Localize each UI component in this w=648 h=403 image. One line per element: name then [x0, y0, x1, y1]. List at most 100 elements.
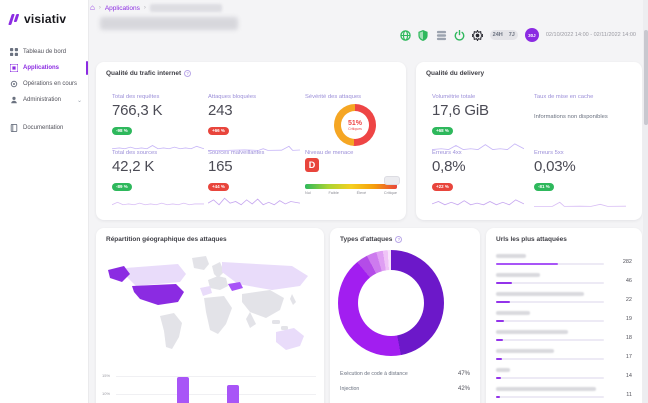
- gear-icon[interactable]: [471, 29, 483, 41]
- sparkline: [432, 199, 524, 206]
- url-list-item[interactable]: 19: [496, 311, 632, 328]
- trend-badge: +22 %: [432, 182, 453, 191]
- shield-icon[interactable]: [418, 29, 429, 41]
- url-list-item[interactable]: 14: [496, 368, 632, 385]
- info-icon[interactable]: ?: [184, 70, 192, 77]
- info-icon[interactable]: ?: [395, 236, 403, 243]
- range-7j[interactable]: 7J: [508, 32, 515, 38]
- scrollbar[interactable]: [643, 0, 648, 403]
- url-label-redacted: [496, 311, 530, 315]
- range-24h[interactable]: 24H: [492, 32, 503, 38]
- world-map: [108, 256, 308, 350]
- card-top-urls: Urls les plus attaquées 282 46 22 19 18: [486, 228, 642, 403]
- scrollbar-thumb[interactable]: [643, 30, 648, 125]
- url-list-item[interactable]: 282: [496, 254, 632, 271]
- severity-value: 51%: [347, 119, 362, 127]
- breadcrumb: ⌂ › Applications ›: [90, 4, 222, 12]
- metric-total-requetes: Total des requêtes 766,3 K -98 %: [112, 94, 206, 152]
- range-30j-active[interactable]: 30J: [524, 28, 539, 42]
- brand-logo[interactable]: visiativ: [8, 12, 67, 26]
- visiativ-logo-icon: [8, 13, 21, 25]
- trend-badge: -89 %: [112, 182, 132, 191]
- card-attack-types: Types d'attaques ? Exécution de code à d…: [330, 228, 480, 403]
- sparkline: [208, 145, 300, 151]
- metric-sources-malveillantes: Sources malveillantes 165 +44 %: [208, 150, 302, 208]
- sidebar-item-label: Applications: [23, 65, 60, 71]
- trend-badge: -98 %: [112, 126, 132, 135]
- geo-bar[interactable]: [227, 385, 239, 403]
- card-traffic-title: Qualité du trafic internet: [106, 70, 182, 77]
- trend-badge: +68 %: [432, 126, 453, 135]
- url-list-item[interactable]: 17: [496, 349, 632, 366]
- sidebar-item-tableau-de-bord[interactable]: Tableau de bord: [0, 44, 88, 60]
- metric-value: 243: [208, 102, 233, 119]
- sparkline: [208, 197, 300, 206]
- metric-value: 17,6 GiB: [432, 102, 489, 119]
- geo-axis-label: 10%: [102, 391, 111, 396]
- geo-axis-label: 15%: [102, 373, 111, 378]
- brand-name: visiativ: [24, 12, 67, 26]
- sidebar-item-label: Opérations en cours: [23, 81, 78, 87]
- url-list-item[interactable]: 22: [496, 292, 632, 309]
- metric-value: 0,8%: [432, 158, 466, 175]
- sparkline: [432, 143, 524, 150]
- url-label-redacted: [496, 349, 554, 353]
- url-label-redacted: [496, 387, 596, 391]
- administration-icon: [10, 96, 18, 104]
- card-delivery-quality: Qualité du delivery Volumétrie totale 17…: [416, 62, 642, 220]
- metric-value: 165: [208, 158, 233, 175]
- chevron-down-icon: ⌄: [76, 97, 82, 104]
- page-title-redacted: [100, 17, 238, 30]
- date-range-text[interactable]: 02/10/2022 14:00 - 02/11/2022 14:00: [545, 32, 636, 38]
- sidebar-item-applications[interactable]: Applications: [0, 60, 88, 76]
- url-list-item[interactable]: 11: [496, 387, 632, 403]
- sidebar-item-operations-en-cours[interactable]: Opérations en cours: [0, 76, 88, 92]
- sidebar-item-administration[interactable]: Administration ⌄: [0, 92, 88, 108]
- legend-item[interactable]: Exécution de code à distance 47%: [340, 371, 470, 377]
- threat-grade-badge: D: [305, 158, 319, 172]
- sidebar-item-documentation[interactable]: Documentation: [0, 120, 88, 136]
- sidebar-menu: Tableau de bord Applications Opérations …: [0, 44, 88, 136]
- documentation-icon: [10, 124, 18, 132]
- metric-cache: Taux de mise en cache Informations non d…: [534, 94, 628, 120]
- expand-button[interactable]: [384, 176, 400, 185]
- world-map-chart[interactable]: [104, 252, 316, 364]
- dashboard-icon: [10, 48, 18, 56]
- metric-total-sources: Total des sources 42,2 K -89 %: [112, 150, 206, 208]
- attack-types-donut-chart[interactable]: [338, 250, 444, 356]
- metric-value: 42,2 K: [112, 158, 155, 175]
- header-controls: 24H 7J 30J 02/10/2022 14:00 - 02/11/2022…: [399, 28, 636, 42]
- card-geo-attacks: Répartition géographique des attaques: [96, 228, 324, 403]
- url-label-redacted: [496, 368, 510, 372]
- scale-label: Nul: [305, 191, 311, 195]
- url-list-item[interactable]: 18: [496, 330, 632, 347]
- globe-icon[interactable]: [399, 29, 411, 41]
- sidebar-item-label: Documentation: [23, 125, 64, 131]
- trend-badge: +44 %: [208, 182, 229, 191]
- metric-volumetrie: Volumétrie totale 17,6 GiB +68 %: [432, 94, 526, 152]
- applications-icon: [10, 64, 18, 72]
- server-icon[interactable]: [436, 30, 447, 41]
- legend-item[interactable]: Injection 42%: [340, 386, 470, 392]
- home-icon[interactable]: ⌂: [90, 3, 95, 12]
- sidebar: visiativ Tableau de bord Applications Op…: [0, 0, 88, 403]
- trend-badge: -81 %: [534, 182, 554, 191]
- card-urls-title: Urls les plus attaquées: [496, 236, 567, 243]
- metric-erreurs-5xx: Erreurs 5xx 0,03% -81 %: [534, 150, 628, 208]
- card-traffic-quality: Qualité du trafic internet ? Total des r…: [96, 62, 406, 220]
- geo-bar[interactable]: [177, 377, 189, 403]
- scale-label: Critique: [383, 191, 397, 195]
- url-label-redacted: [496, 273, 540, 277]
- scale-label: Élevé: [356, 191, 367, 195]
- power-icon[interactable]: [454, 29, 465, 41]
- breadcrumb-applications[interactable]: Applications: [104, 4, 140, 12]
- time-range-toggle[interactable]: 24H 7J: [489, 30, 518, 40]
- sidebar-item-label: Administration: [23, 97, 62, 103]
- metric-attaques-bloquees: Attaques bloquées 243 +66 %: [208, 94, 302, 152]
- cache-unavailable-note: Informations non disponibles: [534, 114, 608, 120]
- url-list-item[interactable]: 46: [496, 273, 632, 290]
- card-delivery-title: Qualité du delivery: [426, 70, 485, 77]
- sparkline: [112, 145, 204, 150]
- metric-value: 0,03%: [534, 158, 576, 175]
- url-label-redacted: [496, 292, 584, 296]
